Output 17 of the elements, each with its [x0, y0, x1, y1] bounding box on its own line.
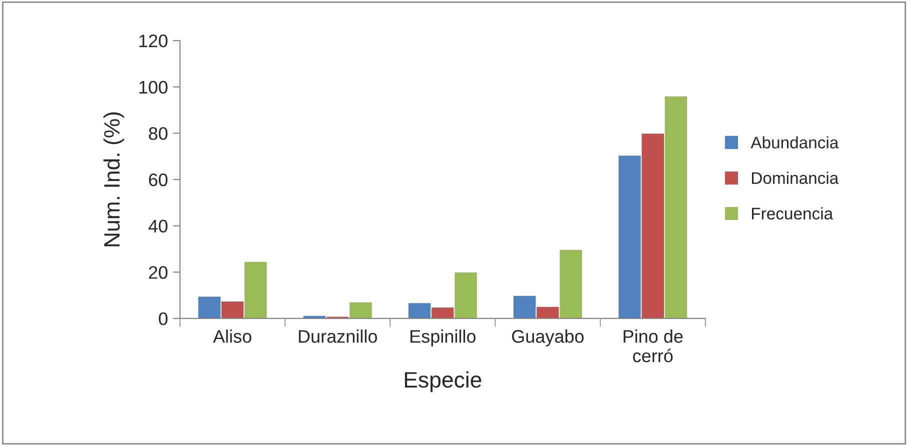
x-tick-label: Espinillo	[410, 330, 476, 346]
legend-label: Dominancia	[752, 172, 839, 184]
y-tick-label: 80	[148, 127, 168, 140]
x-tick-label: Aliso	[212, 330, 252, 343]
y-axis-title: Num. Ind. (%)	[103, 112, 124, 246]
x-tick-label: Guayabo	[512, 330, 584, 346]
y-tick-label: 100	[139, 80, 168, 94]
y-tick-label: 60	[149, 173, 168, 186]
legend-label: Abundancia	[750, 136, 839, 148]
y-tick-label: 0	[158, 312, 168, 326]
x-tick-label: Duraznillo	[298, 330, 377, 343]
y-tick-label: 20	[149, 266, 168, 279]
legend-label: Frecuencia	[752, 207, 834, 220]
x-tick-label: Pino de cerró	[624, 330, 683, 362]
x-axis-title: Especie	[404, 371, 482, 392]
y-tick-label: 120	[139, 34, 168, 48]
y-tick-label: 40	[148, 220, 168, 233]
